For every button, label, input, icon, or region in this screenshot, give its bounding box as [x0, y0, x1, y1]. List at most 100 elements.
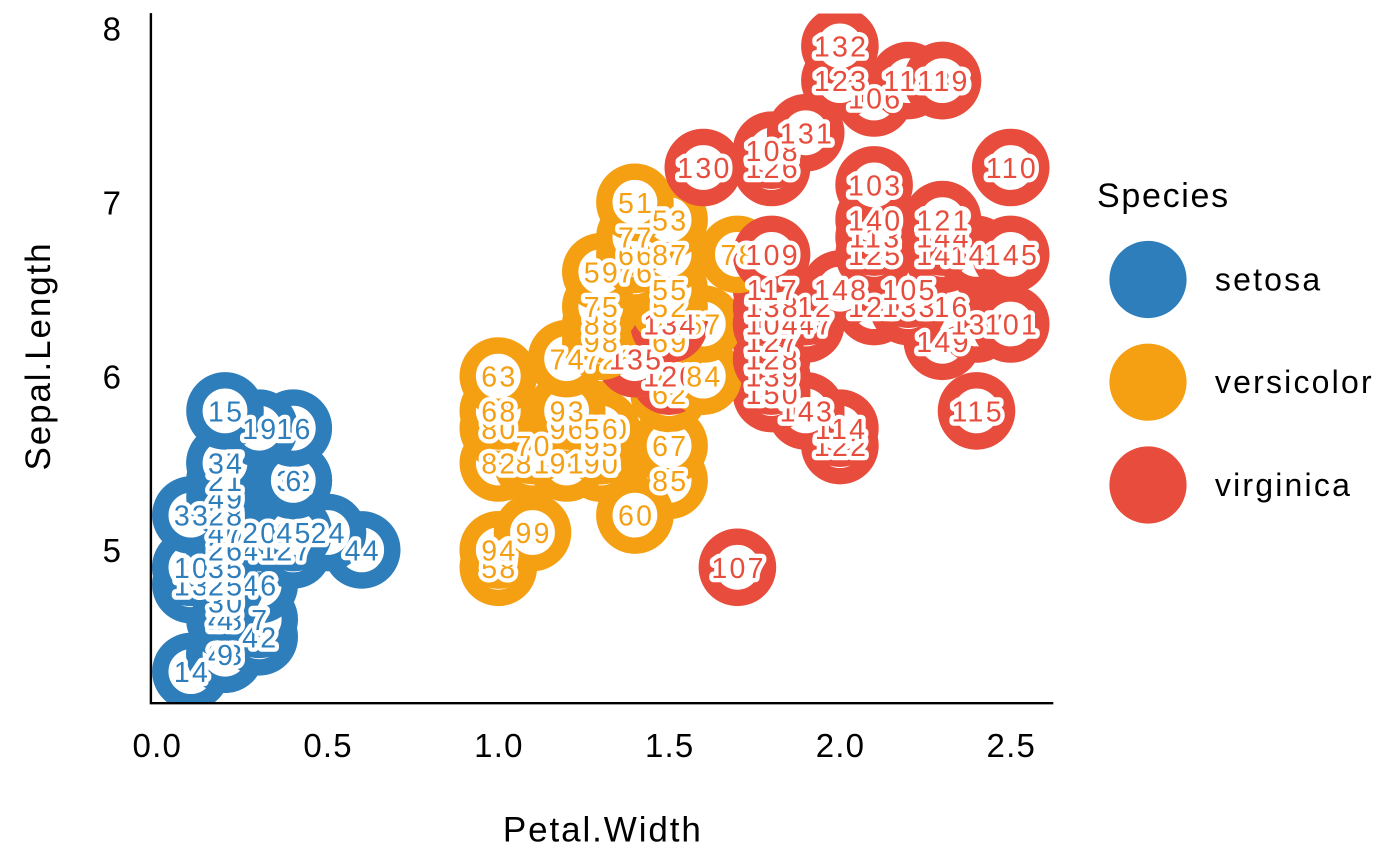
svg-text:106: 106: [848, 84, 902, 116]
svg-text:83: 83: [550, 397, 586, 429]
svg-text:60: 60: [618, 501, 654, 533]
svg-text:76: 76: [618, 257, 654, 289]
svg-text:52: 52: [652, 292, 688, 324]
svg-text:8: 8: [103, 11, 121, 48]
svg-text:51: 51: [618, 188, 654, 220]
svg-text:94: 94: [481, 536, 517, 568]
svg-text:92: 92: [618, 344, 654, 376]
svg-text:7: 7: [103, 185, 121, 222]
svg-text:67: 67: [652, 431, 688, 463]
svg-text:70: 70: [515, 431, 551, 463]
svg-text:136: 136: [916, 66, 970, 98]
svg-text:112: 112: [781, 292, 833, 324]
svg-text:133: 133: [882, 292, 936, 324]
svg-text:11: 11: [209, 466, 243, 498]
svg-text:33: 33: [174, 501, 210, 533]
svg-text:77: 77: [618, 223, 654, 255]
svg-text:78: 78: [720, 240, 756, 272]
svg-text:1.0: 1.0: [474, 727, 523, 764]
svg-text:87: 87: [652, 240, 688, 272]
svg-text:63: 63: [481, 362, 517, 394]
svg-text:28: 28: [208, 501, 244, 533]
svg-text:81: 81: [515, 449, 551, 481]
svg-text:57: 57: [686, 310, 722, 342]
svg-text:20: 20: [242, 518, 278, 550]
svg-text:2.0: 2.0: [816, 727, 865, 764]
svg-text:114: 114: [815, 414, 867, 446]
svg-text:110: 110: [986, 153, 1038, 185]
svg-text:103: 103: [848, 171, 902, 203]
svg-text:37: 37: [208, 449, 244, 481]
svg-text:107: 107: [711, 553, 765, 585]
svg-text:45: 45: [276, 518, 312, 550]
svg-text:137: 137: [950, 310, 1004, 342]
svg-text:29: 29: [208, 501, 244, 533]
svg-text:49: 49: [208, 483, 244, 515]
svg-text:24: 24: [310, 518, 346, 550]
svg-text:53: 53: [652, 205, 688, 237]
svg-text:50: 50: [208, 536, 244, 568]
svg-text:102: 102: [780, 397, 834, 429]
svg-text:54: 54: [584, 449, 620, 481]
svg-text:25: 25: [208, 570, 244, 602]
svg-text:8: 8: [217, 536, 235, 568]
svg-text:68: 68: [481, 397, 517, 429]
svg-text:97: 97: [584, 414, 620, 446]
svg-text:124: 124: [745, 310, 799, 342]
svg-text:27: 27: [276, 536, 312, 568]
svg-text:135: 135: [609, 344, 663, 376]
svg-text:116: 116: [917, 292, 969, 324]
svg-text:5: 5: [217, 536, 235, 568]
svg-text:86: 86: [686, 362, 722, 394]
svg-text:90: 90: [584, 449, 620, 481]
svg-text:95: 95: [584, 431, 620, 463]
svg-text:130: 130: [677, 153, 731, 185]
svg-text:0.5: 0.5: [303, 727, 352, 764]
svg-text:150: 150: [745, 379, 799, 411]
svg-text:65: 65: [584, 431, 620, 463]
svg-text:22: 22: [276, 518, 312, 550]
svg-text:virginica: virginica: [1215, 467, 1352, 503]
svg-text:58: 58: [481, 553, 517, 585]
svg-text:129: 129: [848, 292, 902, 324]
svg-text:Sepal.Length: Sepal.Length: [19, 241, 58, 470]
svg-text:66: 66: [618, 240, 654, 272]
svg-text:91: 91: [550, 449, 586, 481]
svg-text:3: 3: [217, 588, 235, 620]
svg-text:17: 17: [276, 466, 312, 498]
svg-text:42: 42: [242, 622, 278, 654]
svg-text:6: 6: [103, 358, 121, 395]
svg-text:0.0: 0.0: [133, 727, 182, 764]
svg-text:41: 41: [242, 536, 278, 568]
svg-text:125: 125: [848, 240, 902, 272]
svg-text:142: 142: [916, 205, 970, 237]
svg-text:80: 80: [481, 414, 517, 446]
svg-text:141: 141: [950, 240, 1004, 272]
svg-text:74: 74: [550, 344, 586, 376]
svg-text:55: 55: [652, 275, 688, 307]
svg-text:117: 117: [747, 275, 799, 307]
svg-text:115: 115: [952, 397, 1004, 429]
svg-text:109: 109: [745, 240, 799, 272]
svg-text:71: 71: [755, 379, 791, 411]
svg-text:12: 12: [208, 570, 244, 602]
svg-text:79: 79: [652, 362, 688, 394]
svg-text:73: 73: [652, 310, 688, 342]
svg-text:39: 39: [208, 640, 244, 672]
svg-text:35: 35: [208, 553, 244, 585]
svg-text:138: 138: [745, 292, 799, 324]
svg-text:98: 98: [584, 327, 620, 359]
svg-text:119: 119: [917, 66, 969, 98]
svg-text:47: 47: [208, 518, 244, 550]
svg-text:21: 21: [208, 466, 244, 498]
svg-text:145: 145: [985, 240, 1039, 272]
svg-text:134: 134: [643, 310, 697, 342]
svg-text:36: 36: [208, 536, 244, 568]
svg-text:40: 40: [208, 518, 244, 550]
svg-text:44: 44: [345, 536, 381, 568]
svg-text:6: 6: [285, 466, 303, 498]
svg-text:13: 13: [174, 570, 210, 602]
svg-text:setosa: setosa: [1215, 261, 1322, 297]
svg-text:38: 38: [174, 553, 210, 585]
svg-text:30: 30: [208, 588, 244, 620]
